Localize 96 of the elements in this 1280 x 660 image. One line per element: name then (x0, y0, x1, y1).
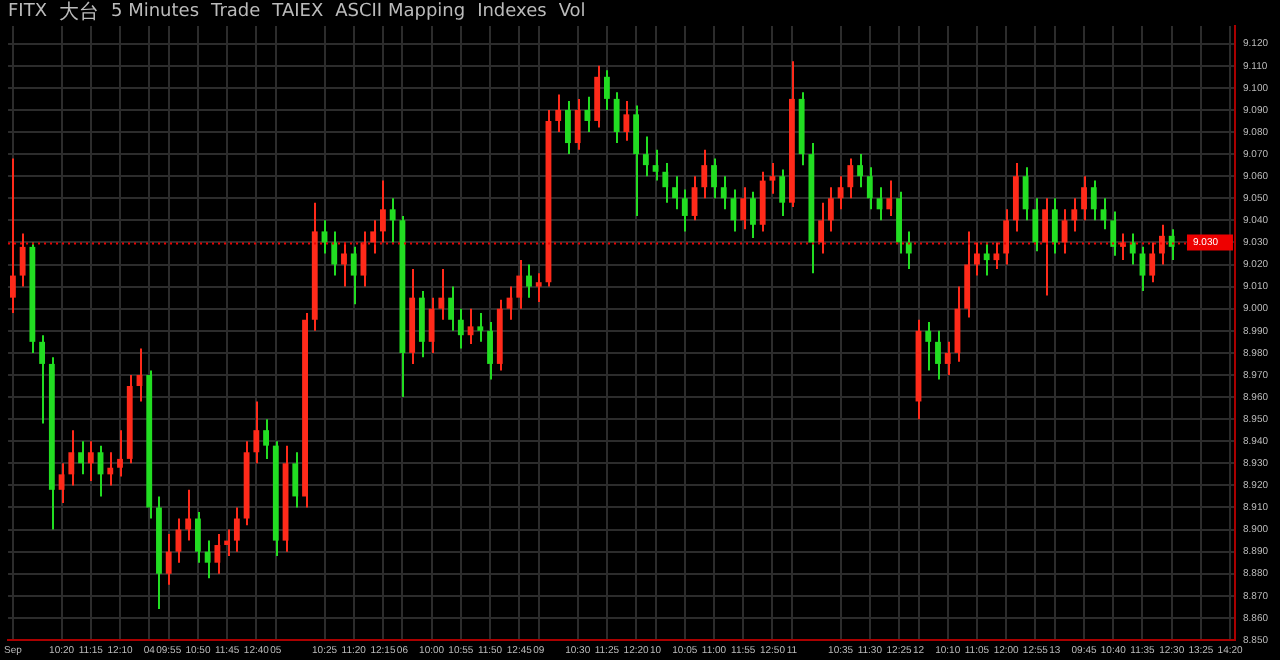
candlestick (1042, 197, 1049, 297)
candlestick (78, 440, 84, 476)
candlestick (652, 148, 659, 182)
candlestick (1012, 161, 1019, 233)
candlestick (603, 69, 610, 111)
text: Indexes (477, 2, 547, 22)
candlestick (1159, 223, 1165, 266)
candlestick (944, 340, 951, 376)
candlestick (224, 528, 231, 558)
candlestick (19, 232, 26, 288)
candlestick (535, 272, 542, 304)
candlestick (292, 451, 299, 509)
candlestick (633, 104, 640, 217)
text: Trade (211, 2, 261, 22)
text: TAIEX (272, 2, 324, 22)
candlestick (1110, 210, 1117, 257)
candlestick (779, 168, 786, 217)
candlestick (701, 148, 708, 200)
candlestick (623, 100, 630, 142)
text: Vol (558, 2, 586, 22)
candlestick (107, 451, 114, 487)
candlestick (896, 190, 902, 255)
candlestick (1022, 166, 1029, 222)
candlestick (263, 418, 269, 460)
candlestick (457, 307, 464, 350)
candlestick (487, 320, 493, 381)
candlestick (759, 170, 766, 233)
candlestick (418, 290, 425, 359)
candlestick (477, 312, 484, 343)
candlestick (1032, 197, 1039, 253)
text: 5 Minutes (111, 2, 200, 22)
candlestick (565, 100, 571, 156)
candlestick (87, 440, 94, 482)
text: ASCII Mapping (335, 2, 466, 22)
candlestick (672, 175, 678, 211)
candlestick (769, 161, 776, 195)
candlestick (720, 175, 727, 211)
candlestick (681, 188, 688, 233)
candlestick (818, 201, 825, 255)
candlestick (438, 267, 445, 321)
candlestick (68, 429, 75, 487)
candlestick (1081, 175, 1087, 222)
candlestick (1003, 208, 1010, 266)
candlestick (847, 157, 854, 200)
candlestick (1168, 228, 1175, 262)
candlestick (827, 186, 834, 233)
candlestick (1051, 197, 1058, 255)
candlestick (428, 296, 435, 354)
candlestick (526, 263, 532, 299)
candlestick (448, 285, 455, 332)
candlestick (837, 175, 844, 211)
candlestick (642, 135, 649, 178)
candlestick (117, 429, 123, 478)
candlestick (341, 241, 347, 288)
candlestick (39, 334, 46, 425)
candlestick (194, 510, 201, 564)
candlestick (555, 93, 562, 134)
candlestick (370, 219, 377, 255)
candlestick (905, 230, 912, 270)
candlestick (253, 400, 260, 465)
candlestick (185, 488, 192, 542)
candlestick (983, 241, 990, 277)
candlestick (58, 462, 65, 505)
candlestick (964, 230, 971, 319)
text: 大台 (59, 0, 99, 26)
candlestick (613, 91, 620, 145)
candlestick (233, 506, 240, 553)
candlestick (574, 97, 581, 151)
candlestick (1090, 179, 1097, 222)
candlestick (214, 532, 221, 575)
candlestick (380, 179, 386, 244)
candlestick (866, 166, 873, 211)
candlestick (584, 95, 591, 134)
candlestick (974, 241, 980, 277)
candlestick (993, 241, 1000, 270)
candlestick (204, 539, 211, 580)
candlestick (9, 157, 16, 315)
candlestick (1120, 232, 1126, 262)
candlestick (857, 153, 863, 189)
candlestick (1149, 241, 1156, 284)
candlestick (740, 186, 747, 231)
candlestick (165, 532, 172, 586)
text: FITX (8, 2, 47, 22)
candlestick (662, 161, 669, 204)
candlestick (886, 179, 893, 217)
candlestick (935, 329, 941, 381)
candlestick (750, 190, 756, 240)
candlestick (925, 320, 932, 372)
candlestick (389, 197, 396, 244)
candlestick (594, 64, 601, 129)
candlestick (1071, 197, 1078, 233)
candlestick (350, 245, 357, 306)
candlestick (711, 157, 717, 200)
candlestick (516, 259, 523, 310)
candlestick (331, 230, 338, 277)
candlestick (1129, 232, 1136, 266)
